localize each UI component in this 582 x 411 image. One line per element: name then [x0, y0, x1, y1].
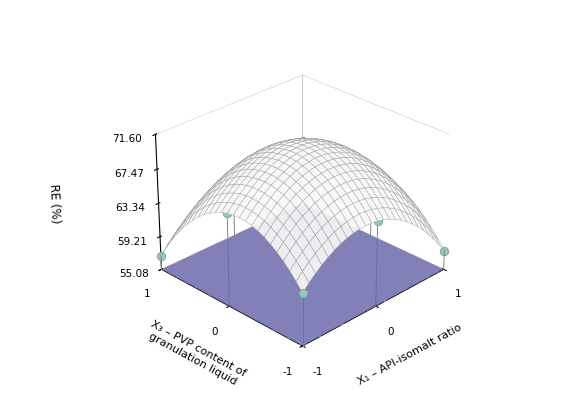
Y-axis label: X₃ – PVP content of
granulation liquid: X₃ – PVP content of granulation liquid	[143, 319, 247, 389]
X-axis label: X₁ – API-isomalt ratio: X₁ – API-isomalt ratio	[356, 322, 463, 386]
